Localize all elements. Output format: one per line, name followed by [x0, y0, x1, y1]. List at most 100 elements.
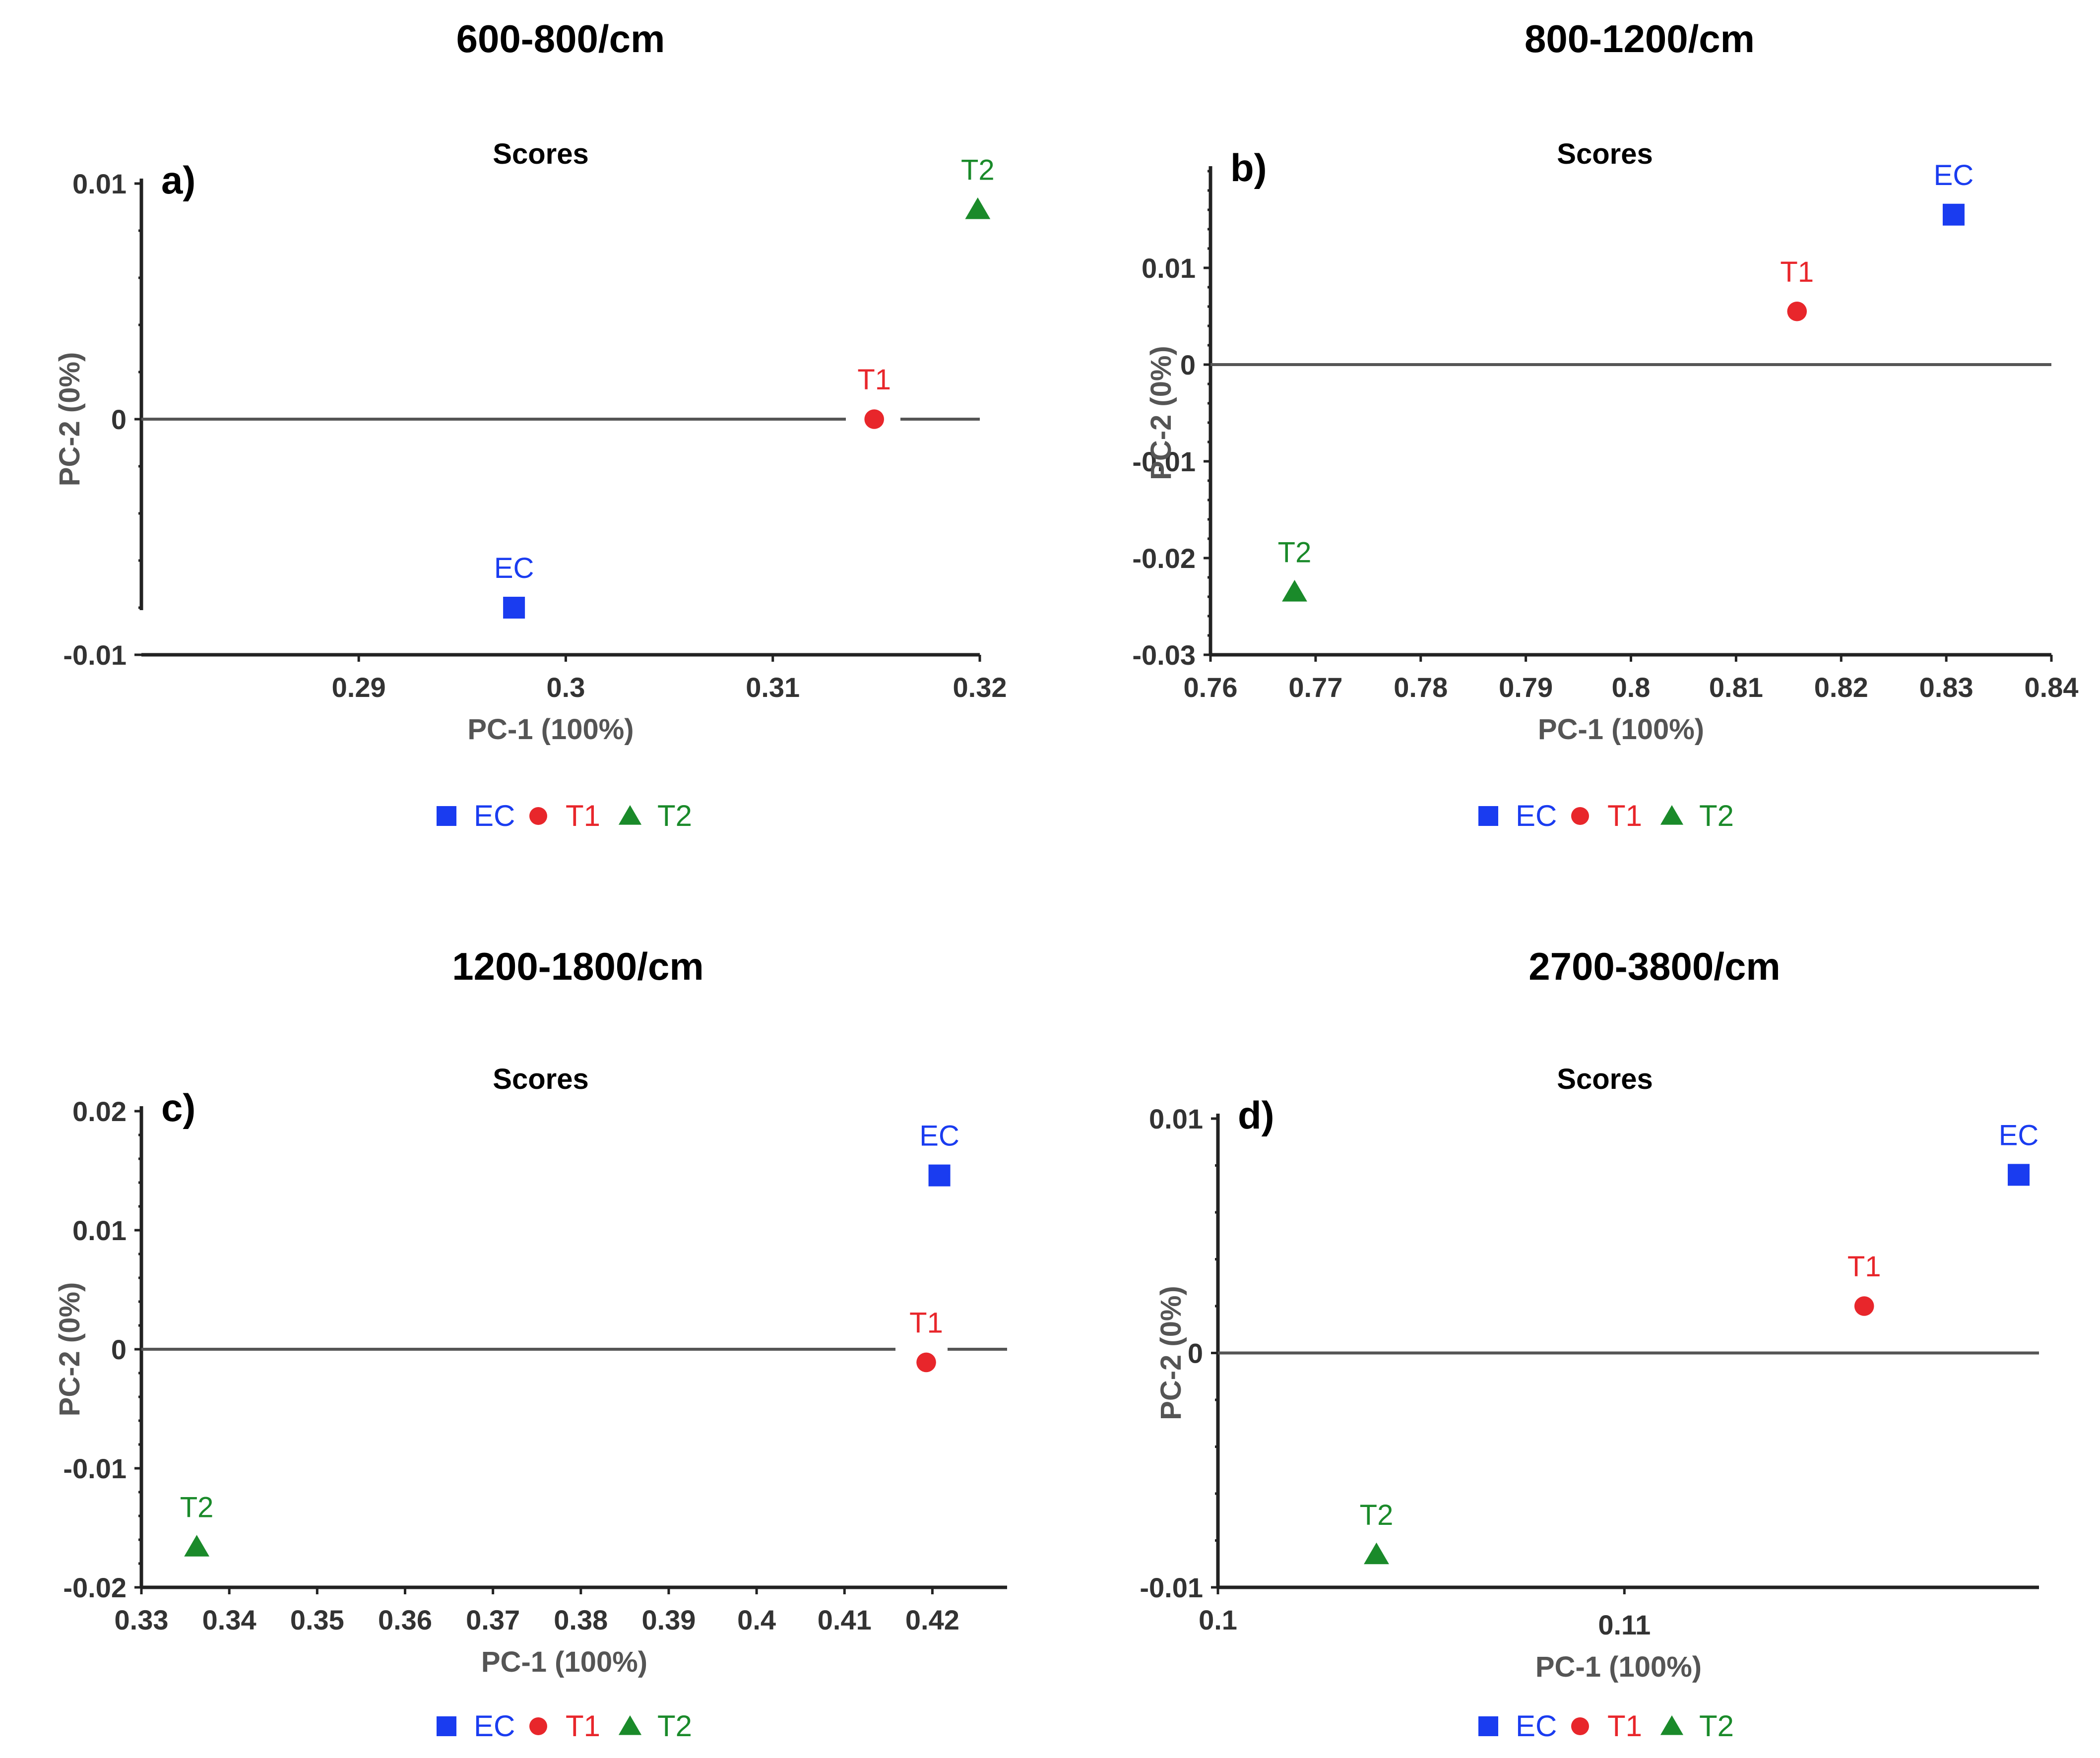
- legend-label-t2: T2: [657, 1709, 692, 1743]
- x-axis-label: PC-1 (100%): [467, 713, 634, 746]
- y-tick-label: 0: [1188, 1338, 1203, 1369]
- point-ec: [928, 1164, 951, 1187]
- point-label-t1: T1: [1780, 256, 1814, 288]
- point-label-t2: T2: [961, 154, 995, 186]
- panel-label: b): [1230, 146, 1267, 189]
- y-tick-label: 0: [111, 404, 127, 435]
- chart-subtitle: Scores: [1557, 138, 1653, 170]
- point-ec: [503, 597, 525, 619]
- panel-label: d): [1238, 1093, 1274, 1137]
- point-label-t1: T1: [857, 364, 891, 396]
- y-tick-label: -0.02: [63, 1572, 127, 1603]
- legend-marker-t2: [618, 1715, 642, 1735]
- chart-subtitle: Scores: [1557, 1063, 1653, 1095]
- legend-marker-ec: [1478, 806, 1498, 826]
- x-tick-label: 0.38: [554, 1604, 608, 1635]
- legend-label-t2: T2: [1699, 1709, 1734, 1743]
- y-tick-label: 0: [1180, 349, 1196, 380]
- legend-label-t1: T1: [566, 799, 600, 832]
- x-tick-label: 0.82: [1814, 672, 1868, 703]
- x-tick-label: 0.3: [547, 672, 585, 703]
- chart-title: 1200-1800/cm: [452, 944, 703, 988]
- point-label-ec: EC: [1934, 159, 1974, 191]
- scores-panel-d: 2700-3800/cm Scores -0.01 0 0.01 0.1 0.11 PC-1 …: [1140, 944, 2039, 1743]
- chart-title: 800-1200/cm: [1525, 17, 1755, 61]
- y-tick-label: -0.01: [63, 1453, 127, 1484]
- legend-label-ec: EC: [1516, 1709, 1557, 1743]
- point-t2: [1364, 1542, 1389, 1565]
- point-label-t1: T1: [1847, 1251, 1881, 1283]
- legend-marker-t2: [1660, 1715, 1684, 1735]
- chart-title: 600-800/cm: [456, 17, 665, 61]
- point-t2: [184, 1535, 210, 1557]
- x-tick-label: 0.78: [1394, 672, 1448, 703]
- y-tick-label: 0: [111, 1334, 127, 1365]
- scores-panel-c: 1200-1800/cm Scores -0.02 -0.01 0 0.01 0.02 0.3…: [54, 944, 1007, 1743]
- point-label-ec: EC: [919, 1120, 959, 1152]
- legend-marker-ec: [1478, 1716, 1498, 1736]
- x-tick-label: 0.83: [1919, 672, 1973, 703]
- legend-marker-ec: [437, 1716, 456, 1736]
- y-axis-label: PC-2 (0%): [54, 1282, 86, 1417]
- x-tick-label: 0.33: [115, 1604, 169, 1635]
- x-tick-label: 0.39: [641, 1604, 696, 1635]
- scores-panel-b: 800-1200/cm Scores -0.03 -0.02 -0.01 0 0.01 0.7…: [1132, 17, 2078, 832]
- y-tick-label: -0.01: [1140, 1572, 1203, 1603]
- x-axis-label: PC-1 (100%): [1535, 1651, 1702, 1683]
- panel-label: c): [161, 1086, 195, 1130]
- chart-title: 2700-3800/cm: [1528, 944, 1780, 988]
- panel-label: a): [161, 158, 195, 202]
- legend-marker-t2: [618, 805, 642, 825]
- y-axis-label: PC-2 (0%): [1155, 1286, 1187, 1420]
- legend: EC T1 T2: [437, 1709, 692, 1743]
- legend: EC T1 T2: [1478, 799, 1734, 832]
- point-t1: [864, 409, 884, 429]
- legend-marker-t1: [1571, 1717, 1589, 1735]
- legend: EC T1 T2: [1478, 1709, 1734, 1743]
- y-tick-label: -0.03: [1132, 639, 1196, 671]
- chart-subtitle: Scores: [493, 1063, 588, 1095]
- x-tick-label: 0.76: [1184, 672, 1238, 703]
- x-tick-label: 0.37: [466, 1604, 520, 1635]
- y-tick-label: -0.02: [1132, 543, 1196, 574]
- legend-label-t2: T2: [1699, 799, 1734, 832]
- y-tick-label: 0.01: [72, 168, 127, 199]
- y-tick-label: -0.01: [1132, 446, 1196, 477]
- chart-subtitle: Scores: [493, 138, 588, 170]
- x-tick-label: 0.4: [737, 1604, 776, 1635]
- point-t2: [1282, 580, 1307, 602]
- point-label-t1: T1: [909, 1307, 943, 1339]
- x-tick-label: 0.8: [1612, 672, 1651, 703]
- y-tick-label: 0.01: [1142, 252, 1196, 284]
- legend-label-ec: EC: [1516, 799, 1557, 832]
- legend-marker-t1: [1571, 807, 1589, 825]
- x-tick-label: 0.1: [1199, 1604, 1237, 1635]
- point-label-ec: EC: [1999, 1119, 2039, 1151]
- point-label-t2: T2: [1278, 536, 1312, 568]
- x-tick-label: 0.77: [1288, 672, 1342, 703]
- legend-label-t1: T1: [566, 1709, 600, 1743]
- x-tick-label: 0.34: [202, 1604, 256, 1635]
- x-tick-label: 0.11: [1598, 1609, 1651, 1640]
- x-tick-label: 0.35: [290, 1604, 344, 1635]
- x-tick-label: 0.32: [953, 672, 1007, 703]
- x-tick-label: 0.84: [2025, 672, 2079, 703]
- scores-panel-a: 600-800/cm Scores -0.01 0 0.01 0.29 0.3 0.31 0.3…: [54, 17, 1007, 832]
- x-tick-label: 0.79: [1499, 672, 1553, 703]
- x-axis-label: PC-1 (100%): [481, 1646, 647, 1678]
- y-axis-label: PC-2 (0%): [54, 352, 86, 487]
- legend-marker-ec: [437, 806, 456, 826]
- x-tick-label: 0.29: [332, 672, 386, 703]
- point-label-t2: T2: [180, 1491, 214, 1523]
- y-tick-label: 0.01: [72, 1215, 127, 1246]
- legend-marker-t2: [1660, 805, 1684, 825]
- legend: EC T1 T2: [437, 799, 692, 832]
- x-tick-label: 0.36: [378, 1604, 432, 1635]
- x-tick-label: 0.81: [1709, 672, 1763, 703]
- legend-marker-t1: [529, 1717, 547, 1735]
- legend-label-ec: EC: [474, 799, 515, 832]
- y-tick-label: -0.01: [63, 639, 127, 671]
- point-t1: [916, 1352, 936, 1373]
- x-tick-label: 0.31: [746, 672, 800, 703]
